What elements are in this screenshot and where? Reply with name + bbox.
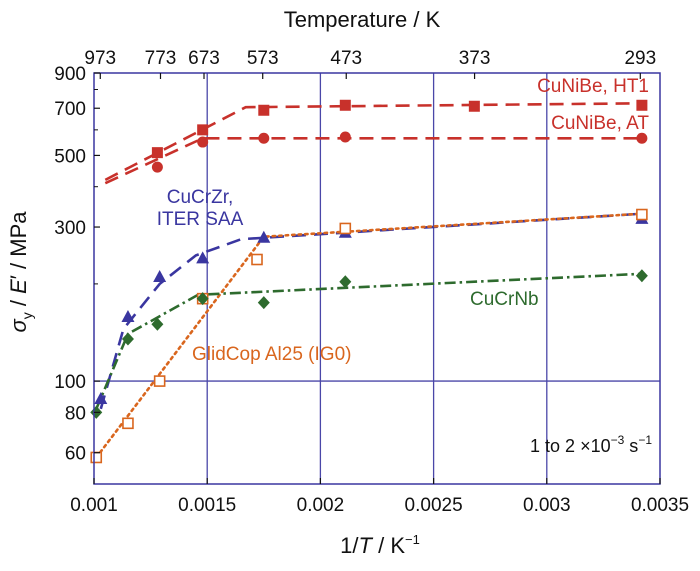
marker-cucrzr-iter-saa-3 — [196, 251, 210, 264]
x-tick-label-2: 0.002 — [297, 495, 345, 516]
grid-layer — [94, 73, 660, 484]
series-label-glidcop-al25-ig0: GlidCop Al25 (IG0) — [192, 344, 351, 365]
x-tick-label-3: 0.0025 — [405, 495, 463, 516]
x-axis-title-exponent: −1 — [405, 532, 420, 547]
marker-cucrzr-iter-saa-0 — [94, 392, 108, 405]
y-axis-title-unit: / MPa — [6, 211, 31, 275]
marker-cunibe-at-4 — [636, 132, 648, 144]
top-tick-label-5: 373 — [459, 48, 491, 69]
marker-glidcop-al25-ig0-0 — [90, 451, 103, 464]
marker-glidcop-al25-ig0-6 — [636, 208, 648, 221]
marker-glidcop-al25-ig0-1 — [122, 417, 134, 430]
y-tick-label-1: 80 — [65, 403, 86, 424]
marker-glidcop-al25-ig0-5 — [339, 222, 352, 235]
series-label-line-cucrzr-iter-saa-1: ITER SAA — [157, 209, 244, 230]
marker-cunibe-at-3 — [339, 131, 351, 143]
marker-cunibe-ht1-0 — [151, 147, 163, 159]
y-tick-label-4: 500 — [54, 146, 86, 167]
strain-rate-exponent: −3 — [611, 433, 625, 447]
series-label-line-cunibe-ht1-0: CuNiBe, HT1 — [537, 76, 649, 97]
top-tick-label-0: 973 — [84, 48, 116, 69]
fit-line-cucrzr-iter-saa — [99, 212, 642, 410]
marker-cunibe-ht1-3 — [339, 99, 351, 111]
marker-cucrzr-iter-saa-1 — [121, 309, 135, 322]
y-tick-label-3: 300 — [54, 218, 86, 239]
x-tick-label-1: 0.0015 — [178, 495, 236, 516]
fit-line-cucrnb — [95, 272, 642, 410]
marker-cucrnb-5 — [339, 275, 352, 289]
y-tick-label-5: 700 — [54, 99, 86, 120]
top-tick-label-1: 773 — [145, 48, 177, 69]
marker-cunibe-ht1-5 — [636, 99, 648, 111]
series-label-cunibe-ht1: CuNiBe, HT1 — [537, 76, 649, 97]
marker-cunibe-ht1-2 — [258, 104, 270, 116]
tick-marks-layer — [93, 72, 661, 484]
y-tick-label-2: 100 — [54, 372, 86, 393]
x-axis-title-prefix: 1/ — [340, 533, 359, 558]
marker-cucrnb-3 — [196, 292, 209, 306]
marker-cunibe-at-1 — [197, 136, 209, 148]
marker-cunibe-ht1-1 — [197, 124, 209, 136]
strain-rate-value: 1 to 2 ×10 — [530, 436, 611, 456]
marker-glidcop-al25-ig0-4 — [251, 253, 263, 266]
marker-glidcop-al25-ig0-2 — [153, 375, 166, 387]
strain-rate-unit-exponent: −1 — [638, 433, 652, 447]
series-label-cunibe-at: CuNiBe, AT — [551, 113, 649, 134]
y-axis-title: σy / E′ / MPa — [6, 211, 35, 333]
y-axis-title-prime: ′ — [6, 275, 31, 279]
labels-layer: 0.001 0.0015 0.002 0.0025 0.003 0.0035 973 773 6… — [54, 48, 689, 516]
top-tick-label-3: 573 — [247, 48, 279, 69]
fit-line-glidcop-al25-ig0 — [95, 212, 644, 459]
top-tick-label-4: 473 — [330, 48, 362, 69]
y-tick-label-0: 60 — [65, 444, 86, 465]
y-axis-title-modulus: E — [6, 279, 31, 294]
marker-cunibe-at-2 — [258, 132, 270, 144]
x-axis-title: 1/T / K−1 — [340, 532, 420, 558]
strain-rate-unit: s — [624, 436, 638, 456]
series-label-cucrzr-iter-saa: CuCrZr, ITER SAA — [157, 187, 244, 230]
x-tick-label-4: 0.003 — [523, 495, 571, 516]
x-tick-label-0: 0.001 — [70, 495, 118, 516]
top-tick-label-2: 673 — [188, 48, 220, 69]
series-label-line-cucrzr-iter-saa-0: CuCrZr, — [167, 187, 234, 208]
top-axis-title: Temperature / K — [284, 7, 441, 32]
top-tick-label-6: 293 — [624, 48, 656, 69]
x-axis-title-variable: T — [359, 533, 374, 558]
marker-cucrnb-4 — [257, 296, 270, 310]
marker-cucrnb-6 — [635, 269, 648, 283]
marker-cucrnb-1 — [121, 332, 134, 346]
markers-layer — [90, 99, 649, 464]
fit-line-cunibe-at — [104, 137, 642, 185]
fit-lines-layer — [95, 102, 644, 459]
series-label-line-glidcop-al25-ig0-0: GlidCop Al25 (IG0) — [192, 344, 351, 365]
y-axis-title-sep1: / — [6, 294, 31, 312]
y-axis-title-subscript: y — [19, 312, 35, 319]
x-axis-title-unit: / K — [372, 533, 405, 558]
x-tick-label-5: 0.0035 — [631, 495, 689, 516]
plot-area-frame — [93, 72, 661, 485]
marker-cunibe-ht1-4 — [468, 100, 480, 112]
marker-cucrnb-2 — [151, 317, 164, 331]
y-axis-title-sigma: σ — [6, 319, 31, 333]
strain-rate-annotation: 1 to 2 ×10−3 s−1 — [530, 433, 652, 456]
marker-cucrzr-iter-saa-4 — [257, 230, 271, 243]
y-tick-label-6: 900 — [54, 64, 86, 85]
marker-cunibe-at-0 — [151, 161, 163, 173]
series-label-line-cucrnb-0: CuCrNb — [470, 289, 539, 310]
series-label-line-cunibe-at-0: CuNiBe, AT — [551, 113, 649, 134]
marker-cucrzr-iter-saa-2 — [153, 270, 167, 283]
series-label-cucrnb: CuCrNb — [470, 289, 539, 310]
